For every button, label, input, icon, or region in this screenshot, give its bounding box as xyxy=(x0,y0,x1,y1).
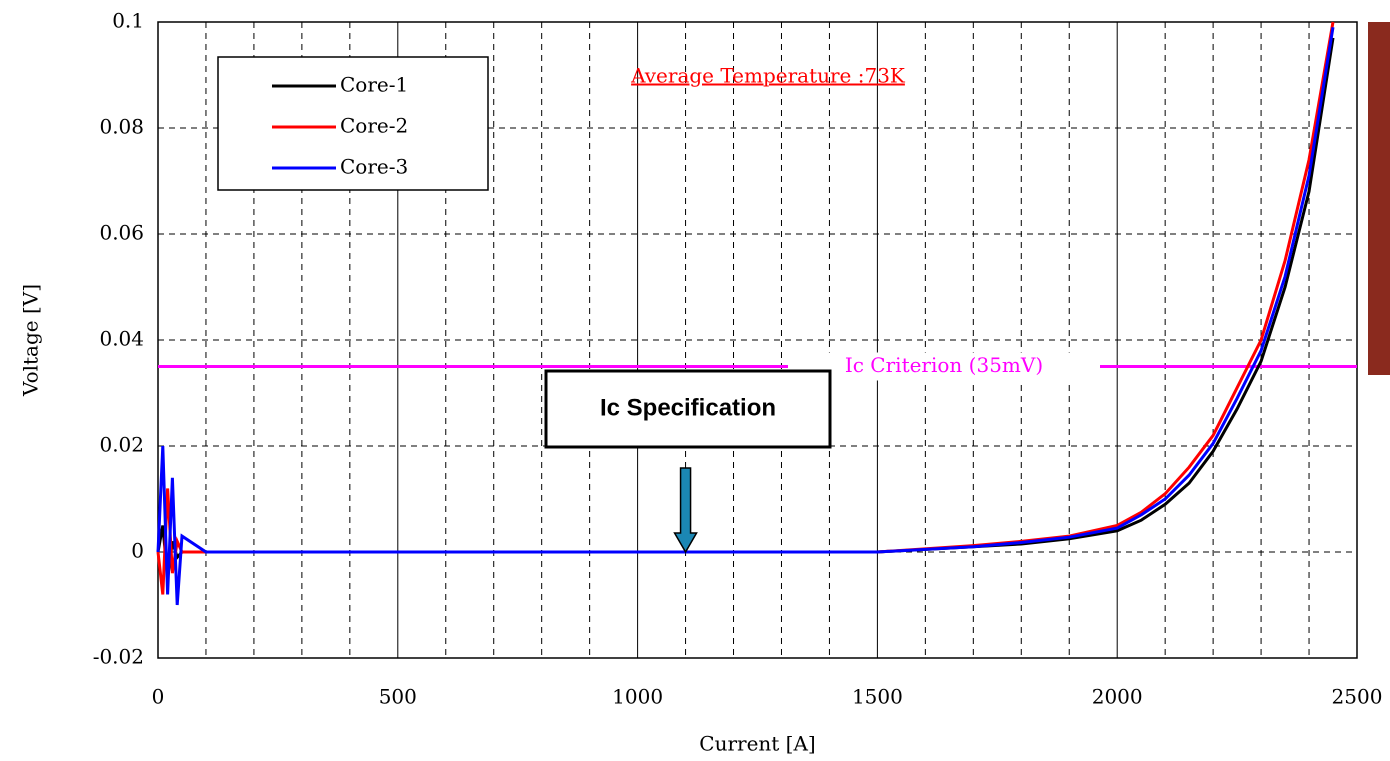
y-tick-label: 0.08 xyxy=(99,115,144,139)
criterion-label: Ic Criterion (35mV) xyxy=(845,353,1043,377)
legend-label: Core-2 xyxy=(340,114,408,138)
legend-label: Core-1 xyxy=(340,73,408,97)
annotation-title: Average Temperature :73K xyxy=(630,64,906,88)
x-tick-label: 500 xyxy=(379,685,417,709)
legend-label: Core-3 xyxy=(340,155,408,179)
series-line xyxy=(156,27,1335,606)
x-axis-label: Current [A] xyxy=(699,732,815,756)
photo-fragment xyxy=(1368,22,1390,375)
x-tick-label: 1000 xyxy=(612,685,663,709)
y-axis-label: Voltage [V] xyxy=(19,284,43,397)
plot-frame xyxy=(157,21,1358,659)
y-tick-label: 0 xyxy=(131,539,144,563)
x-tick-label: 0 xyxy=(152,685,165,709)
legend-box xyxy=(217,56,489,191)
x-tick-label: 2000 xyxy=(1092,685,1143,709)
y-tick-label: -0.02 xyxy=(93,645,144,669)
criterion-label-bg xyxy=(788,352,1100,381)
y-tick-label: 0.04 xyxy=(99,327,144,351)
x-tick-label: 2500 xyxy=(1332,685,1383,709)
spec-box xyxy=(544,369,832,449)
y-tick-label: 0.1 xyxy=(112,9,144,33)
x-tick-label: 1500 xyxy=(852,685,903,709)
y-tick-label: 0.02 xyxy=(99,433,144,457)
spec-arrow xyxy=(673,467,698,554)
y-tick-label: 0.06 xyxy=(99,221,144,245)
spec-label: Ic Specification xyxy=(600,394,776,421)
